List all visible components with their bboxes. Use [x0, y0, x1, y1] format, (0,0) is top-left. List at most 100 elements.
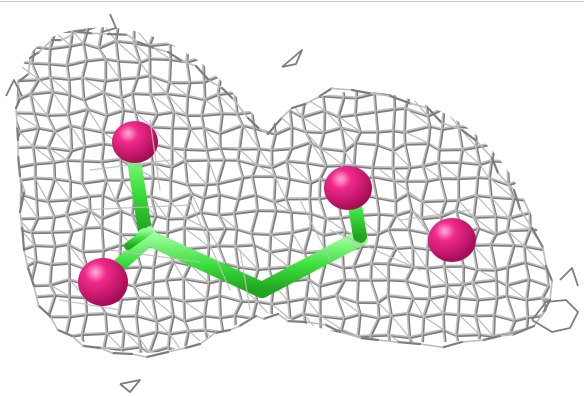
mesh-strand [48, 283, 56, 296]
mesh-strand [458, 73, 480, 77]
mesh-strand [120, 8, 139, 9]
mesh-strand [423, 65, 428, 77]
mesh-strand [541, 111, 545, 128]
mesh-strand [267, 58, 274, 80]
mesh-strand [390, 74, 395, 94]
mesh-strand [119, 158, 125, 182]
mesh-strand [541, 181, 545, 194]
mesh-strand [169, 192, 194, 204]
mesh-strand [422, 297, 432, 319]
mesh-strand [395, 43, 412, 47]
mesh-strand [373, 40, 398, 47]
mesh-strand [118, 209, 122, 235]
mesh-strand [234, 228, 239, 248]
mesh-strand [540, 346, 551, 353]
mesh-strand [371, 60, 379, 81]
mesh-strand [560, 161, 564, 186]
mesh-strand [369, 278, 379, 303]
mesh-strand [19, 268, 23, 284]
mesh-strand [134, 314, 157, 322]
mesh-strand [164, 278, 171, 298]
mesh-strand [48, 75, 53, 92]
mesh-strand [183, 342, 202, 350]
mesh-strand [405, 180, 410, 196]
mesh-strand [543, 13, 545, 23]
mesh-strand [285, 159, 311, 183]
mesh-strand [324, 323, 342, 334]
mesh-strand [104, 7, 120, 8]
mesh-strand [202, 8, 227, 10]
mesh-strand [441, 293, 447, 314]
mesh-strand [419, 217, 430, 234]
mesh-strand [285, 159, 290, 179]
mesh-strand [394, 192, 409, 202]
mesh-strand [507, 261, 528, 269]
mesh-strand [201, 9, 205, 26]
mesh-strand [470, 281, 479, 300]
mesh-strand [354, 111, 378, 117]
mesh-strand [32, 146, 50, 150]
mesh-strand [183, 26, 205, 27]
mesh-strand [478, 163, 490, 179]
mesh-strand [523, 148, 531, 168]
mesh-strand [69, 313, 89, 319]
mesh-strand [442, 368, 463, 370]
mesh-strand [19, 295, 32, 299]
mesh-strand [307, 277, 321, 300]
mesh-strand [64, 198, 71, 215]
mesh-strand [403, 124, 431, 133]
mesh-strand [69, 123, 83, 129]
mesh-strand [203, 193, 221, 200]
mesh-strand [18, 27, 35, 32]
mesh-strand [68, 93, 84, 100]
mesh-strand [301, 27, 309, 49]
mesh-strand [217, 30, 240, 34]
mesh-strand [136, 74, 152, 80]
mesh-strand [116, 297, 122, 317]
mesh-strand [139, 8, 155, 11]
mesh-strand [547, 227, 551, 249]
mesh-strand [526, 177, 546, 185]
mesh-strand [488, 64, 495, 78]
mesh-strand [407, 312, 426, 319]
mesh-strand [445, 283, 459, 298]
mesh-strand [254, 27, 270, 31]
mesh-strand [457, 313, 476, 316]
mesh-strand [132, 280, 154, 287]
mesh-strand [274, 125, 293, 135]
mesh-strand [318, 131, 325, 149]
mesh-strand [358, 40, 376, 50]
mesh-strand [52, 160, 55, 179]
mesh-strand [523, 27, 531, 44]
mesh-strand [487, 96, 492, 109]
mesh-strand [37, 126, 56, 132]
mesh-strand [267, 57, 272, 78]
mesh-strand [355, 345, 361, 353]
mesh-strand [188, 263, 209, 283]
mesh-strand [353, 113, 361, 133]
mesh-strand [171, 366, 190, 372]
mesh-strand [356, 334, 371, 337]
mesh-strand [16, 97, 19, 113]
mesh-strand [375, 350, 380, 353]
mesh-strand [508, 78, 532, 83]
mesh-strand [422, 297, 430, 318]
mesh-strand [330, 87, 353, 91]
mesh-strand [105, 108, 124, 116]
mesh-strand [182, 352, 192, 353]
mesh-strand [119, 7, 138, 8]
mesh-strand [541, 27, 548, 47]
mesh-strand [251, 93, 255, 114]
mesh-strand [5, 61, 14, 62]
mesh-strand [33, 330, 37, 349]
mesh-strand [407, 27, 410, 31]
mesh-strand [305, 161, 311, 184]
mesh-strand [28, 90, 53, 95]
mesh-strand [16, 161, 19, 170]
mesh-strand [268, 233, 273, 254]
mesh-strand [251, 300, 259, 320]
mesh-strand [80, 345, 85, 353]
mesh-strand [508, 211, 532, 220]
mesh-strand [540, 92, 544, 113]
mesh-strand [70, 146, 87, 153]
